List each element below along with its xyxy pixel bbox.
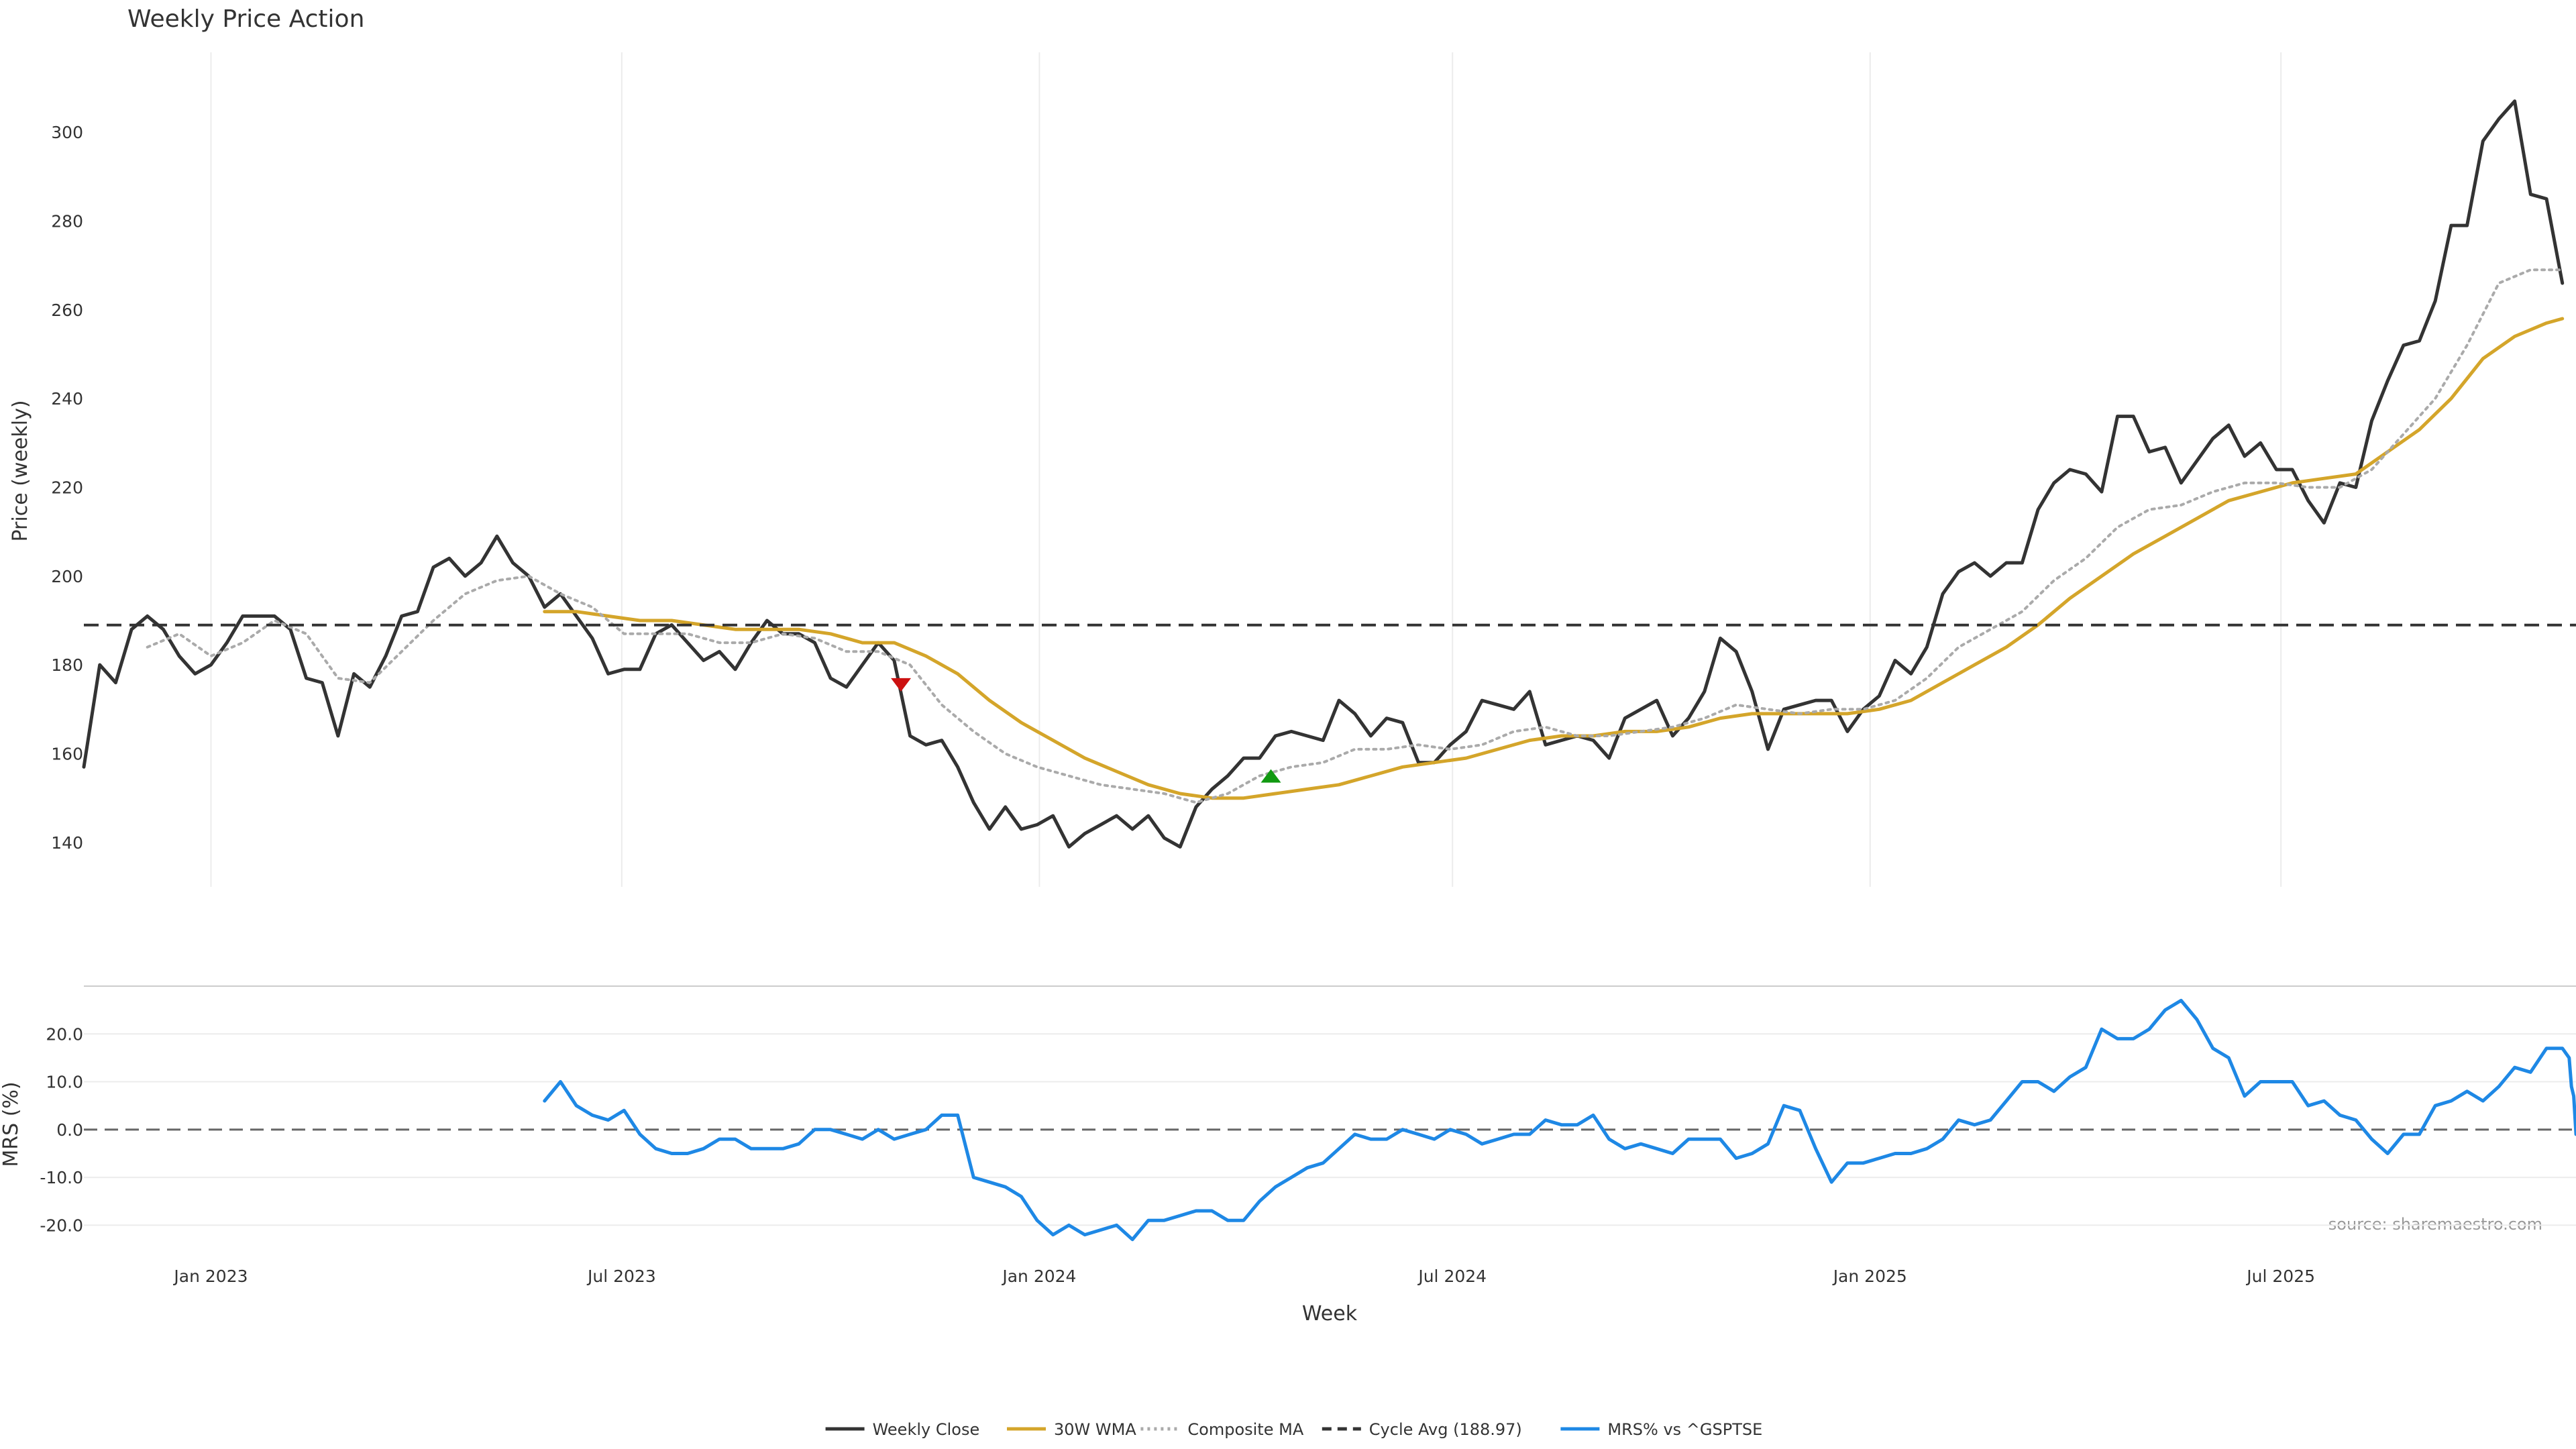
legend-label-mrs-vs-gsptse: MRS% vs ^GSPTSE [1607, 1420, 1762, 1439]
price-y-tick-260: 260 [51, 301, 83, 320]
price-chart-title: Weekly Price Action [127, 5, 364, 33]
price-y-tick-180: 180 [51, 655, 83, 675]
buy-signal-marker [1260, 769, 1281, 783]
price-y-tick-160: 160 [51, 744, 83, 763]
price-y-tick-300: 300 [51, 123, 83, 142]
price-panel: 140 160 180 200 220 240 260 280 300 [51, 52, 2576, 887]
legend-label-composite-ma: Composite MA [1187, 1420, 1303, 1439]
price-y-tick-240: 240 [51, 389, 83, 409]
mrs-y-axis-label: MRS (%) [0, 1081, 23, 1167]
sell-signal-marker [891, 678, 912, 692]
x-tick-jul-2023: Jul 2023 [586, 1267, 656, 1286]
mrs-y-tick-20-0: 20.0 [46, 1024, 83, 1044]
x-tick-jan-2024: Jan 2024 [1001, 1267, 1076, 1286]
legend-label-weekly-close: Weekly Close [873, 1420, 980, 1439]
mrs-y-tick-10-0: 10.0 [46, 1073, 83, 1092]
source-annotation: source: sharemaestro.com [2328, 1215, 2542, 1234]
price-y-tick-280: 280 [51, 211, 83, 231]
mrs-y-tick-10-0: -10.0 [40, 1168, 83, 1187]
price-y-tick-200: 200 [51, 567, 83, 586]
mrs-panel: -20.0 -10.0 0.0 10.0 20.0 Jan 2023 Jul 2023 Jan… [40, 985, 2576, 1286]
price-y-axis-label: Price (weekly) [9, 400, 32, 541]
x-tick-jul-2025: Jul 2025 [2245, 1267, 2315, 1286]
x-axis-label: Week [1302, 1302, 1358, 1326]
mrs-y-tick-20-0: -20.0 [40, 1216, 83, 1235]
mrs-y-tick-0-0: 0.0 [56, 1120, 83, 1140]
x-tick-jan-2025: Jan 2025 [1832, 1267, 1907, 1286]
legend: Weekly Close 30W WMA Composite MA Cycle Avg… [825, 1420, 1762, 1439]
x-tick-jan-2023: Jan 2023 [172, 1267, 248, 1286]
legend-label-30w-wma: 30W WMA [1054, 1420, 1136, 1439]
series-weekly-close-line [82, 99, 2565, 849]
price-y-tick-220: 220 [51, 478, 83, 497]
legend-label-cycle-avg-188-97: Cycle Avg (188.97) [1369, 1420, 1522, 1439]
x-tick-jul-2024: Jul 2024 [1417, 1267, 1487, 1286]
price-y-tick-140: 140 [51, 833, 83, 853]
series-composite-ma-line [146, 268, 2564, 804]
series-mrs-vs-gsptse-line [543, 998, 2576, 1242]
series-30w-wma-line [543, 317, 2565, 800]
